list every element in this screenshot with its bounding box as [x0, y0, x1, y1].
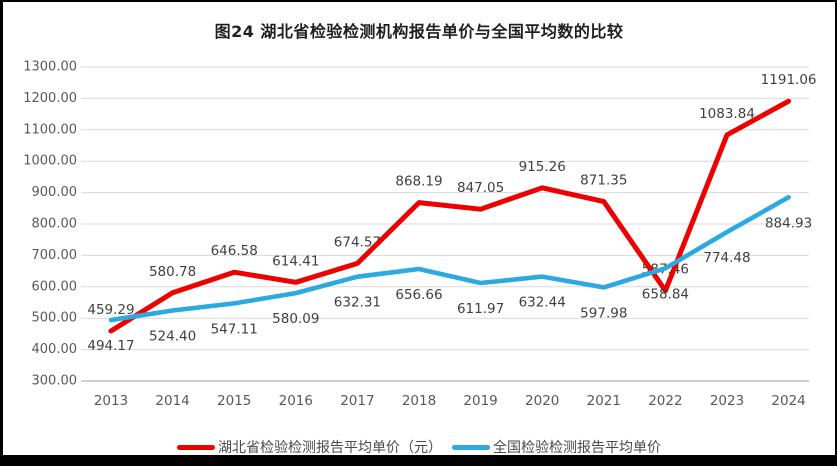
x-tick-label: 2018	[402, 393, 436, 409]
y-tick-label: 800.00	[32, 217, 78, 232]
x-tick-label: 2022	[648, 393, 682, 409]
data-label: 614.41	[272, 253, 319, 269]
data-label: 580.09	[272, 311, 319, 327]
chart-title: 图24 湖北省检验检测机构报告单价与全国平均数的比较	[214, 22, 624, 41]
y-tick-label: 1300.00	[23, 60, 77, 75]
data-label: 915.26	[519, 159, 566, 175]
chart-area: 图24 湖北省检验检测机构报告单价与全国平均数的比较 300.00 400.00 5…	[3, 2, 835, 455]
data-label: 871.35	[580, 173, 627, 189]
y-tick-label: 1200.00	[23, 91, 77, 106]
y-tick-label: 500.00	[32, 311, 78, 326]
legend-label: 全国检验检测报告平均单价	[493, 440, 661, 455]
y-tick-label: 1000.00	[23, 154, 77, 169]
x-tick-label: 2016	[279, 393, 313, 409]
x-tick-label: 2024	[771, 393, 805, 409]
data-label: 656.66	[395, 287, 442, 303]
y-tick-label: 600.00	[32, 279, 78, 294]
x-tick-label: 2015	[217, 393, 251, 409]
legend-label: 湖北省检验检测报告平均单价（元）	[218, 440, 442, 455]
data-label: 868.19	[395, 174, 442, 190]
data-label: 494.17	[87, 338, 134, 354]
data-label: 847.05	[457, 180, 504, 196]
x-tick-label: 2023	[710, 393, 744, 409]
y-tick-label: 300.00	[32, 374, 78, 389]
x-tick-label: 2013	[94, 393, 128, 409]
y-tick-label: 900.00	[32, 185, 78, 200]
data-label: 632.31	[334, 295, 381, 311]
line-chart-plot: 300.00 400.00 500.00 600.00 700.00 800.00 900.…	[23, 60, 817, 410]
x-tick-label: 2020	[525, 393, 559, 409]
data-label: 884.93	[765, 215, 812, 231]
data-label: 1191.06	[761, 72, 817, 88]
data-label: 580.78	[149, 264, 196, 280]
y-tick-label: 400.00	[32, 342, 78, 357]
data-label: 632.44	[519, 295, 566, 311]
data-label: 547.11	[211, 321, 258, 337]
x-tick-label: 2014	[155, 393, 189, 409]
data-label: 674.57	[334, 234, 381, 250]
x-tick-label: 2021	[587, 393, 621, 409]
data-label: 1083.84	[699, 106, 755, 122]
data-label: 611.97	[457, 301, 504, 317]
chart-legend: 湖北省检验检测报告平均单价（元） 全国检验检测报告平均单价	[3, 437, 835, 455]
x-tick-label: 2017	[340, 393, 374, 409]
y-tick-label: 700.00	[32, 248, 78, 263]
legend-item: 湖北省检验检测报告平均单价（元）	[177, 437, 442, 455]
data-label: 524.40	[149, 329, 196, 345]
data-label: 646.58	[211, 243, 258, 259]
data-label: 774.48	[703, 250, 750, 266]
legend-line-swatch	[177, 444, 215, 450]
series-line-national	[108, 195, 791, 323]
data-label: 459.29	[87, 302, 134, 318]
legend-line-swatch	[452, 444, 490, 450]
legend-item: 全国检验检测报告平均单价	[452, 437, 661, 455]
x-tick-label: 2019	[463, 393, 497, 409]
data-label: 658.84	[642, 286, 689, 302]
y-tick-label: 1100.00	[23, 122, 77, 137]
data-label: 597.98	[580, 305, 627, 321]
